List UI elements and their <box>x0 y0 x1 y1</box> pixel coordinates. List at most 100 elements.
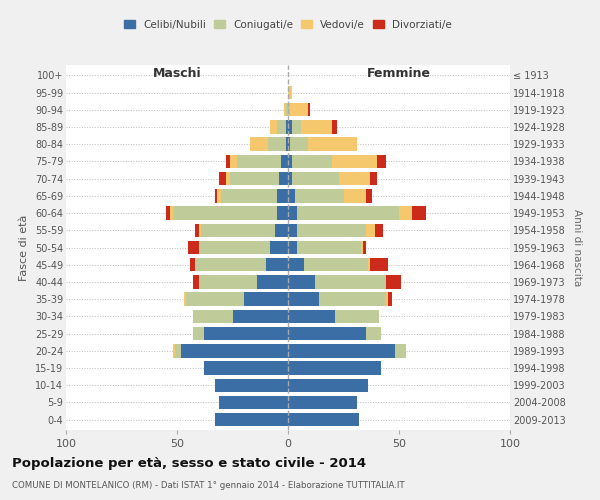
Bar <box>281 154 288 168</box>
Bar <box>288 258 304 272</box>
Bar <box>184 292 186 306</box>
Bar <box>226 154 230 168</box>
Y-axis label: Anni di nascita: Anni di nascita <box>572 209 582 286</box>
Bar <box>386 275 401 288</box>
Bar <box>339 172 370 186</box>
Bar <box>332 120 337 134</box>
Text: COMUNE DI MONTELANICO (RM) - Dati ISTAT 1° gennaio 2014 - Elaborazione TUTTITALI: COMUNE DI MONTELANICO (RM) - Dati ISTAT … <box>12 481 404 490</box>
Bar <box>288 86 292 100</box>
Bar <box>173 206 277 220</box>
Bar <box>284 103 286 117</box>
Bar <box>173 344 175 358</box>
Bar <box>199 241 270 254</box>
Bar <box>292 172 339 186</box>
Bar <box>203 362 288 374</box>
Bar <box>186 292 244 306</box>
Bar <box>295 189 343 202</box>
Bar <box>190 258 195 272</box>
Bar <box>288 138 290 151</box>
Bar <box>288 241 297 254</box>
Bar <box>361 241 364 254</box>
Bar <box>288 154 292 168</box>
Bar <box>288 327 366 340</box>
Bar <box>203 327 288 340</box>
Bar <box>188 241 199 254</box>
Bar <box>202 224 275 237</box>
Bar <box>199 275 257 288</box>
Bar <box>195 258 266 272</box>
Bar <box>292 154 332 168</box>
Bar <box>314 275 386 288</box>
Bar <box>368 258 370 272</box>
Text: Popolazione per età, sesso e stato civile - 2014: Popolazione per età, sesso e stato civil… <box>12 458 366 470</box>
Bar <box>286 103 288 117</box>
Bar <box>230 154 237 168</box>
Bar <box>292 120 301 134</box>
Bar <box>386 292 388 306</box>
Bar <box>288 172 292 186</box>
Bar <box>279 172 288 186</box>
Bar <box>277 120 286 134</box>
Bar <box>364 241 366 254</box>
Bar <box>308 103 310 117</box>
Bar <box>217 189 221 202</box>
Bar <box>297 241 361 254</box>
Bar <box>288 120 292 134</box>
Bar <box>304 258 368 272</box>
Bar <box>193 275 199 288</box>
Bar <box>195 224 199 237</box>
Bar <box>297 206 399 220</box>
Bar <box>286 120 288 134</box>
Bar <box>215 378 288 392</box>
Bar <box>366 189 373 202</box>
Bar <box>277 206 288 220</box>
Bar <box>290 138 308 151</box>
Bar <box>288 362 381 374</box>
Text: Maschi: Maschi <box>152 66 202 80</box>
Bar <box>290 103 308 117</box>
Bar <box>175 344 181 358</box>
Bar <box>374 224 383 237</box>
Bar <box>268 138 286 151</box>
Bar <box>215 413 288 426</box>
Bar <box>193 310 233 323</box>
Bar <box>370 258 388 272</box>
Bar <box>219 172 226 186</box>
Bar <box>308 138 357 151</box>
Bar <box>395 344 406 358</box>
Bar <box>288 206 297 220</box>
Bar <box>297 224 366 237</box>
Text: Femmine: Femmine <box>367 66 431 80</box>
Bar <box>288 292 319 306</box>
Bar <box>266 258 288 272</box>
Bar <box>335 310 379 323</box>
Bar <box>366 224 374 237</box>
Bar <box>288 310 335 323</box>
Bar <box>288 396 357 409</box>
Bar <box>288 189 295 202</box>
Bar <box>377 154 386 168</box>
Bar <box>233 310 288 323</box>
Bar <box>288 344 395 358</box>
Legend: Celibi/Nubili, Coniugati/e, Vedovi/e, Divorziati/e: Celibi/Nubili, Coniugati/e, Vedovi/e, Di… <box>120 16 456 34</box>
Bar <box>275 224 288 237</box>
Bar <box>193 327 203 340</box>
Bar <box>270 241 288 254</box>
Bar <box>288 224 297 237</box>
Bar <box>170 206 173 220</box>
Bar <box>301 120 332 134</box>
Bar <box>270 120 277 134</box>
Bar <box>343 189 366 202</box>
Bar <box>288 103 290 117</box>
Bar <box>181 344 288 358</box>
Bar <box>166 206 170 220</box>
Bar <box>237 154 281 168</box>
Bar <box>277 189 288 202</box>
Bar <box>412 206 425 220</box>
Bar <box>250 138 268 151</box>
Y-axis label: Fasce di età: Fasce di età <box>19 214 29 280</box>
Bar <box>319 292 386 306</box>
Bar <box>286 138 288 151</box>
Bar <box>221 189 277 202</box>
Bar <box>399 206 412 220</box>
